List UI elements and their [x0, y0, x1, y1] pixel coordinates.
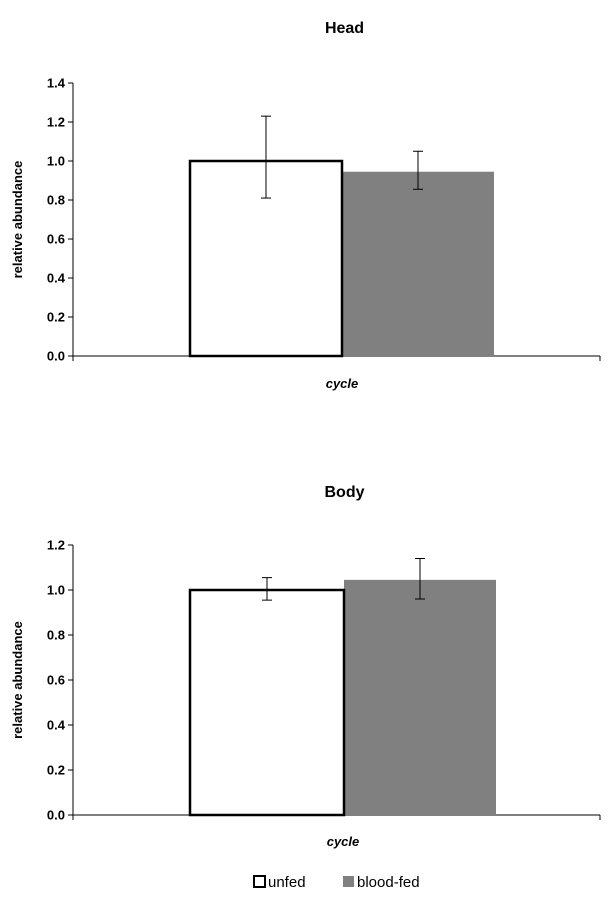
y-tick-label: 0.4 [47, 718, 66, 733]
x-axis-label: cycle [327, 834, 360, 849]
y-tick-label: 0.0 [47, 808, 65, 823]
chart-title: Head [325, 20, 364, 37]
body-chart: Body 0.0 0.2 0.4 0.6 0.8 1.0 1.2 relative abunda… [10, 484, 600, 849]
legend-label-blood-fed: blood-fed [357, 874, 420, 891]
x-axis-label: cycle [326, 376, 359, 391]
legend-swatch-blood-fed [343, 876, 354, 887]
y-tick-label: 1.0 [47, 583, 65, 598]
y-tick-label: 0.0 [47, 349, 65, 364]
y-tick-label: 0.8 [47, 628, 65, 643]
y-axis-label: relative abundance [10, 161, 25, 279]
y-tick-label: 0.2 [47, 310, 65, 325]
y-axis-label: relative abundance [10, 621, 25, 739]
bar-blood-fed [342, 172, 494, 356]
y-tick-label: 0.2 [47, 763, 65, 778]
y-tick-label: 0.4 [47, 271, 66, 286]
head-chart: Head 0.0 0.2 0.4 0.6 0.8 1.0 1.2 1.4 relative abu… [10, 20, 600, 391]
bar-blood-fed [344, 580, 496, 815]
y-tick-label: 1.2 [47, 538, 65, 553]
y-tick-label: 1.2 [47, 115, 65, 130]
y-tick-label: 1.4 [47, 76, 66, 91]
bar-unfed [190, 590, 344, 815]
y-tick-label: 0.6 [47, 673, 65, 688]
legend-label-unfed: unfed [268, 874, 306, 891]
chart-title: Body [325, 484, 365, 501]
y-tick-label: 0.8 [47, 193, 65, 208]
legend: unfed blood-fed [254, 874, 420, 891]
y-tick-label: 1.0 [47, 154, 65, 169]
legend-swatch-unfed [254, 876, 265, 887]
y-tick-label: 0.6 [47, 232, 65, 247]
